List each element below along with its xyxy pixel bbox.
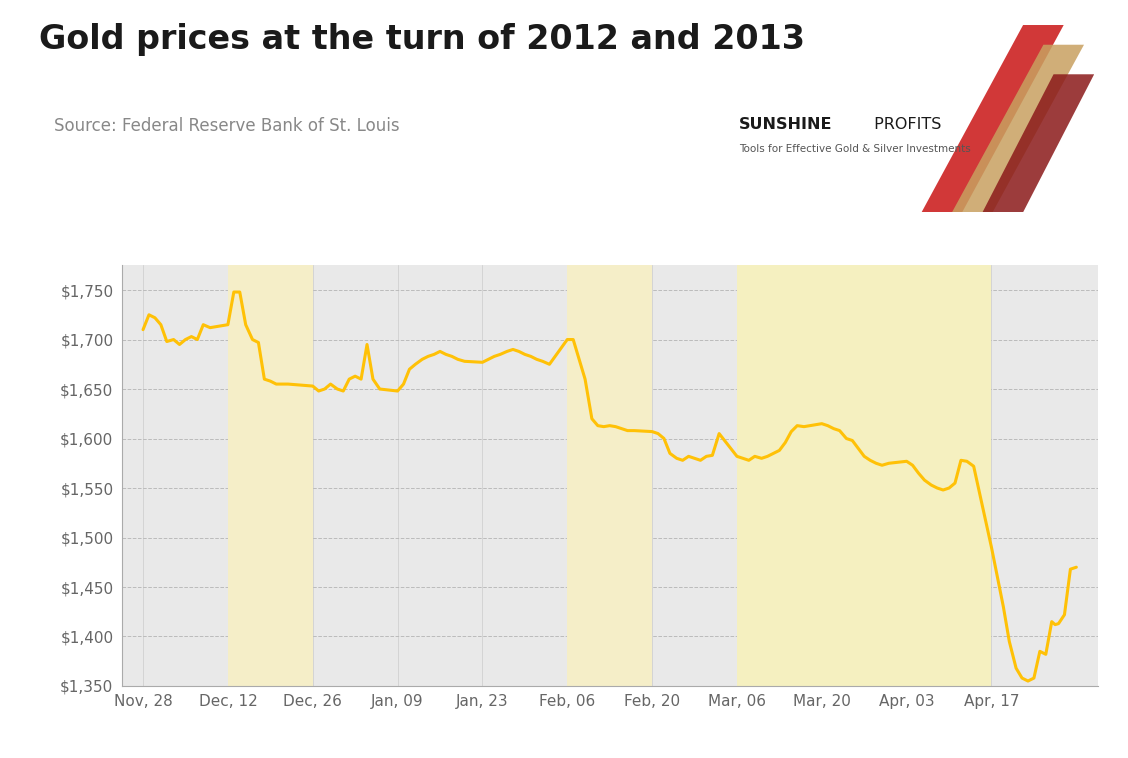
Text: Gold prices at the turn of 2012 and 2013: Gold prices at the turn of 2012 and 2013 [39, 23, 805, 56]
Bar [737, 265, 992, 686]
Polygon shape [952, 45, 1084, 212]
Text: Source: Federal Reserve Bank of St. Louis: Source: Federal Reserve Bank of St. Loui… [54, 117, 399, 136]
Polygon shape [982, 74, 1094, 212]
Bar [228, 265, 312, 686]
Bar [567, 265, 652, 686]
Polygon shape [922, 25, 1064, 212]
Text: SUNSHINE: SUNSHINE [739, 117, 832, 133]
Text: PROFITS: PROFITS [869, 117, 941, 133]
Text: Tools for Effective Gold & Silver Investments: Tools for Effective Gold & Silver Invest… [739, 144, 970, 154]
